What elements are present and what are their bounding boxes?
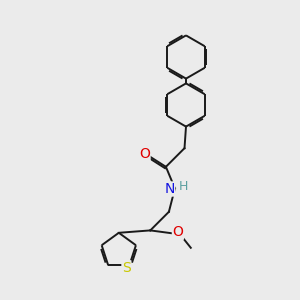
Text: O: O [139, 147, 150, 161]
Text: H: H [179, 180, 189, 193]
Text: N: N [164, 182, 175, 196]
Text: O: O [172, 225, 183, 239]
Text: S: S [122, 261, 131, 275]
